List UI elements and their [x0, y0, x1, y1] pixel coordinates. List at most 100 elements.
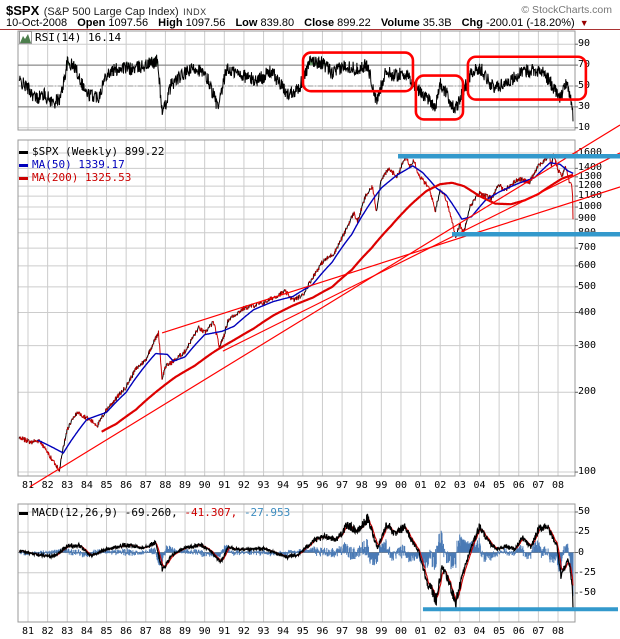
- macd-label: MACD(12,26,9): [32, 506, 119, 519]
- year-tick-label: 07: [532, 480, 545, 491]
- year-tick-label: 86: [120, 626, 133, 637]
- year-tick-label: 85: [100, 626, 113, 637]
- year-tick-label: 89: [179, 626, 192, 637]
- year-tick-label: 97: [336, 626, 349, 637]
- quote-date: 10-Oct-2008: [6, 17, 68, 29]
- price-y-tick-label: 1600: [578, 146, 603, 158]
- macd-y-tick-label: 25: [578, 526, 591, 538]
- legend-row-ma50: MA(50) 1339.17: [19, 158, 164, 171]
- chart-header: $SPX (S&P 500 Large Cap Index) INDX: [6, 2, 614, 18]
- year-tick-label: 00: [394, 480, 407, 491]
- year-tick-label: 03: [453, 626, 466, 637]
- macd-y-tick-label: -25: [578, 566, 597, 578]
- high-label: High: [158, 17, 183, 29]
- year-tick-label: 90: [198, 480, 211, 491]
- rsi-y-tick-label: 30: [578, 100, 591, 112]
- rsi-legend-label: RSI(14): [35, 31, 82, 44]
- year-tick-label: 87: [139, 626, 152, 637]
- price-y-tick-label: 700: [578, 242, 597, 254]
- macd-y-tick-label: -50: [578, 587, 597, 598]
- spx-value: 899.22: [124, 145, 165, 158]
- price-y-tick-label: 500: [578, 280, 597, 292]
- year-tick-label: 00: [394, 626, 407, 637]
- year-tick-label: 02: [434, 626, 447, 637]
- year-tick-label: 95: [296, 626, 309, 637]
- year-tick-label: 81: [21, 626, 35, 637]
- year-tick-label: 81: [21, 480, 35, 491]
- price-y-tick-label: 200: [578, 386, 597, 398]
- price-y-tick-label: 1100: [578, 190, 603, 202]
- macd-y-tick-label: 50: [578, 506, 591, 517]
- year-tick-label: 82: [41, 626, 54, 637]
- price-y-tick-label: 600: [578, 259, 597, 271]
- symbol-exchange: INDX: [183, 7, 207, 17]
- year-tick-label: 93: [257, 480, 270, 491]
- year-tick-label: 85: [100, 480, 113, 491]
- chg-dropdown-icon[interactable]: ▼: [579, 18, 589, 28]
- year-tick-label: 99: [375, 480, 388, 491]
- rsi-legend-value: 16.14: [87, 31, 122, 44]
- year-tick-label: 08: [551, 626, 565, 637]
- year-tick-label: 06: [512, 480, 525, 491]
- price-y-tick-label: 300: [578, 339, 597, 351]
- chg-label: Chg: [461, 17, 483, 29]
- year-tick-label: 98: [355, 626, 368, 637]
- volume-label: Volume: [380, 17, 420, 29]
- year-tick-label: 92: [237, 480, 250, 491]
- rsi-y-tick-label: 90: [578, 38, 591, 50]
- year-tick-label: 02: [434, 480, 447, 491]
- low-label: Low: [235, 17, 258, 29]
- ma50-value: 1339.17: [78, 158, 125, 171]
- ma200-label: MA(200): [32, 171, 79, 184]
- symbol: $SPX: [6, 3, 40, 18]
- price-y-tick-label: 400: [578, 306, 597, 318]
- legend-row-spx: $SPX (Weekly) 899.22: [19, 145, 164, 158]
- ma200-line-icon: [19, 176, 28, 180]
- year-tick-label: 82: [41, 480, 54, 491]
- rsi-legend: RSI(14) 16.14: [19, 31, 121, 44]
- open-value: 1097.56: [108, 17, 149, 29]
- open-label: Open: [77, 17, 106, 29]
- macd-y-tick-label: 0: [578, 546, 585, 558]
- macd-legend: MACD(12,26,9) -69.260, -41.307, -27.953: [19, 506, 290, 519]
- spx-label: $SPX (Weekly): [32, 145, 119, 158]
- rsi-indicator-icon: [19, 31, 32, 44]
- ma200-value: 1325.53: [84, 171, 132, 184]
- price-y-tick-label: 800: [578, 226, 597, 238]
- year-tick-label: 04: [473, 480, 486, 491]
- chg-value: -200.01 (-18.20%): [485, 17, 575, 29]
- year-tick-label: 04: [473, 626, 486, 637]
- year-tick-label: 84: [80, 480, 93, 491]
- rsi-y-tick-label: 50: [578, 80, 591, 91]
- year-tick-label: 05: [493, 626, 506, 637]
- year-tick-label: 96: [316, 626, 329, 637]
- year-tick-label: 94: [277, 480, 290, 491]
- ma50-label: MA(50): [32, 158, 72, 171]
- legend-row-ma200: MA(200) 1325.53: [19, 171, 164, 184]
- year-tick-label: 05: [493, 480, 506, 491]
- symbol-name: (S&P 500 Large Cap Index): [43, 6, 179, 18]
- spx-line-icon: [19, 150, 28, 154]
- macd-value-signal: -41.307,: [184, 506, 238, 519]
- year-tick-label: 97: [336, 480, 349, 491]
- year-tick-label: 98: [355, 480, 368, 491]
- year-tick-label: 08: [551, 480, 565, 491]
- year-tick-label: 99: [375, 626, 388, 637]
- macd-line-icon: [19, 511, 28, 515]
- year-tick-label: 03: [453, 480, 466, 491]
- year-tick-label: 88: [159, 626, 172, 637]
- year-tick-label: 96: [316, 480, 329, 491]
- year-tick-label: 91: [218, 626, 231, 637]
- volume-value: 35.3B: [422, 17, 452, 29]
- price-y-tick-label: 100: [578, 466, 597, 478]
- rsi-y-tick-label: 10: [578, 121, 591, 133]
- price-y-tick-label: 900: [578, 213, 597, 225]
- year-tick-label: 07: [532, 626, 545, 637]
- copyright: © StockCharts.com: [521, 4, 612, 16]
- year-tick-label: 06: [512, 626, 525, 637]
- quote-row: 10-Oct-2008 Open 1097.56 High 1097.56 Low 8…: [6, 17, 614, 30]
- year-tick-label: 01: [414, 626, 427, 637]
- header-divider: [0, 29, 620, 30]
